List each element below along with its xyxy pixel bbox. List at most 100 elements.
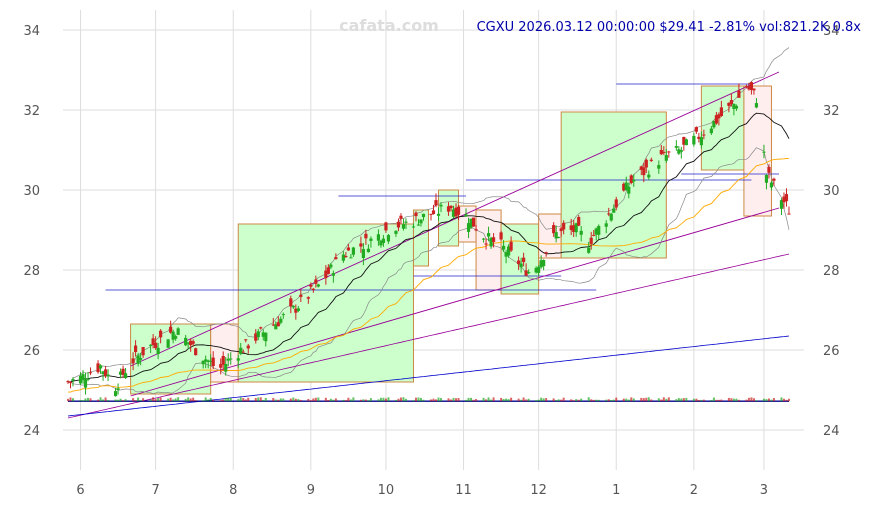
volume-bar	[525, 399, 528, 402]
volume-bar	[104, 397, 107, 402]
x-tick-label: 2	[690, 483, 698, 498]
candle-body	[239, 347, 243, 355]
candle-body	[289, 298, 293, 307]
volume-bar	[520, 399, 523, 402]
candle-body	[436, 213, 441, 216]
volume-bar	[787, 398, 790, 402]
candle-body	[123, 373, 128, 379]
volume-bar	[575, 399, 578, 402]
volume-bar	[399, 397, 402, 402]
volume-bar	[172, 399, 175, 402]
candle-body	[81, 374, 85, 381]
volume-bar	[417, 397, 420, 402]
volume-bar	[642, 398, 645, 402]
candle-body	[156, 347, 160, 355]
candle-body	[364, 233, 368, 239]
candle-body	[68, 381, 73, 383]
volume-bar	[562, 397, 565, 402]
candle-body	[589, 237, 593, 244]
candle-body	[451, 209, 456, 217]
candle-body	[684, 139, 688, 146]
candle-body	[201, 360, 205, 365]
volume-bar	[349, 399, 352, 402]
candle-body	[679, 150, 683, 152]
candle-body	[569, 225, 573, 230]
candle-body	[764, 174, 769, 183]
volume-bar	[289, 398, 292, 402]
volume-bar	[732, 398, 735, 402]
candle-body	[361, 249, 366, 259]
volume-bar	[540, 397, 543, 402]
range-box-up	[560, 111, 667, 259]
volume-bar	[212, 399, 215, 402]
volume-bar	[485, 399, 488, 402]
volume-bar	[297, 399, 300, 402]
candle-body	[454, 207, 458, 217]
volume-bar	[264, 397, 267, 402]
volume-bar	[422, 399, 425, 402]
volume-bar	[492, 397, 495, 402]
candle-body	[113, 391, 118, 397]
volume-bar	[259, 397, 262, 402]
volume-bar	[262, 399, 265, 402]
candle-body	[609, 213, 613, 221]
volume-bar	[342, 399, 345, 402]
volume-bar	[432, 398, 435, 402]
volume-bar	[97, 399, 100, 402]
volume-bar	[715, 399, 718, 402]
y-tick-label-left: 34	[23, 24, 40, 39]
candle-body	[133, 345, 138, 353]
volume-bar	[765, 399, 768, 402]
volume-bar	[79, 399, 82, 402]
volume-bar	[455, 398, 458, 402]
candle-body	[464, 214, 468, 217]
volume-bar	[785, 399, 788, 402]
volume-bar	[307, 398, 310, 402]
x-tick-label: 9	[307, 483, 315, 498]
candle-body	[274, 324, 278, 330]
volume-bar	[697, 399, 700, 402]
candle-body	[306, 297, 310, 299]
candle-body	[96, 363, 100, 373]
volume-bar	[69, 397, 72, 402]
candle-body	[697, 136, 701, 139]
volume-bar	[745, 399, 748, 402]
candle-body	[83, 379, 88, 388]
y-tick-label-right: 26	[823, 344, 840, 359]
candle-body	[734, 105, 739, 109]
volume-bar	[402, 397, 405, 402]
volume-bar	[457, 398, 460, 402]
candle-body	[577, 217, 581, 226]
y-tick-label-left: 32	[23, 104, 40, 119]
volume-bar	[472, 399, 475, 402]
watermark: cafata.com	[339, 16, 439, 35]
candle-body	[276, 322, 280, 327]
volume-bar	[467, 397, 470, 402]
candle-body	[594, 228, 598, 235]
volume-bar	[207, 399, 210, 402]
candle-body	[779, 200, 784, 209]
volume-bar	[204, 397, 207, 402]
volume-bar	[572, 400, 575, 402]
candle-body	[694, 127, 698, 132]
volume-bar	[677, 398, 680, 402]
candle-body	[767, 166, 771, 173]
volume-bar	[552, 398, 555, 402]
volume-bar	[237, 399, 240, 402]
candle-body	[727, 102, 731, 106]
x-tick-label: 11	[455, 483, 472, 498]
candle-body	[294, 308, 298, 313]
volume-bar	[435, 399, 438, 402]
candle-body	[331, 273, 335, 276]
candle-body	[627, 186, 631, 194]
candle-body	[326, 267, 330, 274]
candle-body	[131, 358, 135, 364]
volume-bar	[362, 399, 365, 402]
candle-body	[106, 374, 110, 377]
candle-body	[118, 371, 123, 375]
candle-body	[534, 267, 538, 273]
volume-bar	[89, 398, 92, 402]
volume-bar	[667, 397, 670, 402]
volume-bar	[437, 397, 440, 402]
volume-bar	[590, 399, 593, 402]
